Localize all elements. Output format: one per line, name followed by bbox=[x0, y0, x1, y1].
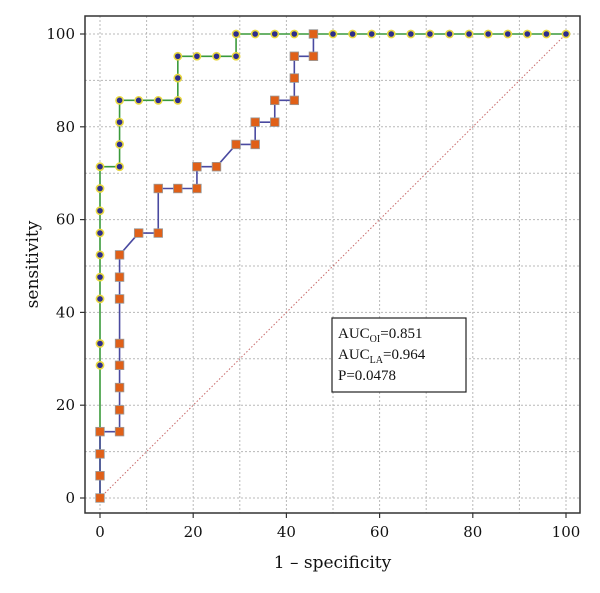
series-1-point bbox=[406, 29, 416, 39]
series-1-point bbox=[95, 184, 105, 193]
series-1-point bbox=[173, 95, 183, 105]
series-2-point bbox=[289, 95, 300, 106]
y-tick-label: 100 bbox=[46, 25, 75, 43]
series-2-point bbox=[153, 183, 163, 194]
series-2-point bbox=[308, 51, 319, 61]
series-2-point bbox=[95, 493, 105, 503]
series-1-point bbox=[115, 140, 124, 149]
series-1-point bbox=[367, 29, 377, 39]
y-tick-label: 40 bbox=[56, 303, 75, 321]
series-1-point bbox=[173, 73, 183, 83]
series-1-point bbox=[95, 339, 105, 348]
series-1-point bbox=[212, 51, 221, 61]
series-2-point bbox=[114, 294, 125, 304]
series-1-point bbox=[115, 162, 124, 172]
y-tick-label: 0 bbox=[65, 489, 75, 507]
x-tick-label: 60 bbox=[370, 523, 389, 541]
y-tick-label: 80 bbox=[56, 118, 75, 136]
series-1-point bbox=[464, 29, 474, 39]
reference-diagonal bbox=[99, 33, 567, 499]
x-axis-label: 1 – specificity bbox=[274, 553, 392, 573]
y-tick-label: 20 bbox=[56, 396, 75, 414]
series-2-point bbox=[289, 73, 300, 83]
x-tick-label: 0 bbox=[95, 523, 105, 541]
series-2-point bbox=[95, 426, 105, 437]
series-1-point bbox=[289, 29, 299, 39]
series-1-point bbox=[386, 29, 396, 39]
axis-ticks: 0 20 40 60 80 100 0 20 40 60 80 100 bbox=[46, 25, 580, 541]
y-axis-label: sensitivity bbox=[23, 220, 43, 308]
series-2-point bbox=[250, 139, 260, 150]
series-2-point bbox=[308, 29, 319, 39]
series-2-point bbox=[114, 405, 125, 415]
series-2-point bbox=[114, 360, 125, 370]
series-1-point bbox=[134, 95, 144, 105]
series-1-point bbox=[95, 294, 105, 304]
series-1-point bbox=[173, 51, 183, 61]
series-1-point bbox=[115, 117, 124, 127]
series-1-point bbox=[561, 29, 571, 39]
series-1-point bbox=[250, 29, 260, 39]
series-1-point bbox=[115, 95, 124, 105]
x-tick-label: 80 bbox=[463, 523, 482, 541]
legend-line-2: AUCLA=0.964 bbox=[338, 347, 426, 366]
series-1-point bbox=[95, 162, 105, 172]
series-1-point bbox=[95, 228, 105, 238]
grid bbox=[85, 16, 580, 513]
series-2-point bbox=[211, 162, 222, 172]
series-2-point bbox=[114, 338, 125, 349]
series-2-point bbox=[114, 382, 125, 393]
series-1-point bbox=[328, 29, 338, 39]
series-1-point bbox=[95, 272, 105, 282]
legend-line-1: AUCOI=0.851 bbox=[338, 326, 422, 345]
series-2-point bbox=[173, 183, 183, 194]
legend-frame bbox=[331, 317, 467, 393]
series-1-point bbox=[153, 95, 163, 105]
series-1-point bbox=[542, 29, 551, 39]
series-1-point bbox=[445, 29, 454, 39]
series-markers bbox=[95, 29, 571, 503]
series-2-point bbox=[114, 250, 125, 260]
series-1-point bbox=[95, 250, 105, 260]
y-tick-label: 60 bbox=[56, 211, 75, 229]
legend-line-3: P=0.0478 bbox=[338, 368, 396, 384]
series-2-point bbox=[95, 449, 105, 459]
series-1-point bbox=[425, 29, 435, 39]
series-2-point bbox=[114, 272, 125, 282]
reference-line bbox=[99, 33, 567, 499]
series-2-point bbox=[95, 471, 105, 481]
x-tick-label: 40 bbox=[277, 523, 296, 541]
series-2-point bbox=[231, 139, 241, 150]
series-2-point bbox=[192, 162, 202, 172]
series-2-point bbox=[192, 183, 202, 194]
series-1-point bbox=[95, 206, 105, 216]
plot-frame bbox=[84, 15, 581, 514]
series-1-point bbox=[95, 360, 105, 370]
series-2-point bbox=[270, 117, 280, 127]
series-1-point bbox=[270, 29, 280, 39]
series-1-point bbox=[231, 51, 241, 61]
series-2-point bbox=[250, 117, 260, 127]
series-2-point bbox=[289, 51, 300, 61]
series-2-point bbox=[270, 95, 280, 106]
series-1-point bbox=[231, 29, 241, 39]
x-tick-label: 20 bbox=[184, 523, 203, 541]
series-1-point bbox=[503, 29, 513, 39]
auc-legend-box: AUCOI=0.851 AUCLA=0.964 P=0.0478 bbox=[331, 317, 467, 393]
series-1-point bbox=[522, 29, 532, 39]
series-2-point bbox=[133, 228, 144, 238]
x-tick-label: 100 bbox=[552, 523, 581, 541]
series-1-point bbox=[192, 51, 202, 61]
series-2-point bbox=[114, 426, 125, 437]
series-1-point bbox=[348, 29, 357, 39]
series-2-point bbox=[153, 228, 163, 238]
series-1-point bbox=[483, 29, 493, 39]
